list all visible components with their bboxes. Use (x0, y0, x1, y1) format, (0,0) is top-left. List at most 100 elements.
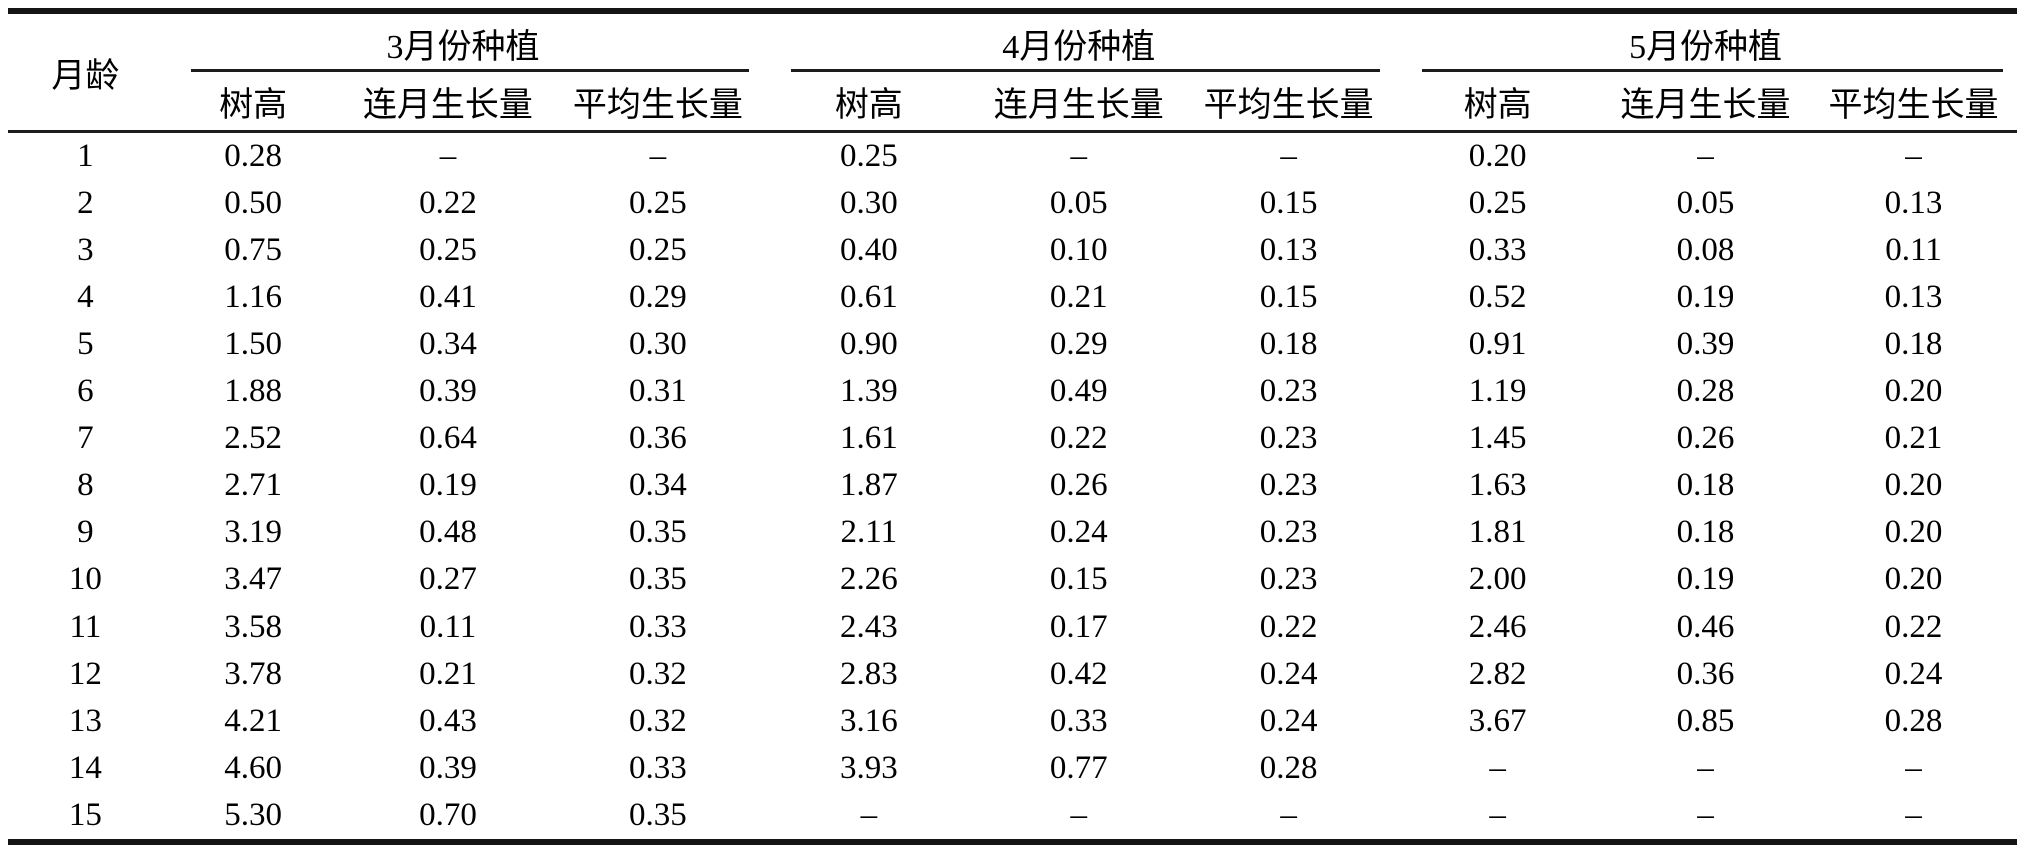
value-cell: 2.43 (839, 608, 898, 645)
value-cell: 0.18 (1884, 326, 1943, 363)
value-cell: 0.36 (1676, 655, 1735, 692)
value-cell: 4.21 (224, 702, 282, 739)
value-cell: – (1489, 749, 1506, 786)
value-cell: 2.46 (1468, 608, 1527, 645)
column-header-average-growth-april: 平均生长量 (1183, 72, 1395, 133)
value-cell: 0.20 (1468, 138, 1527, 175)
value-cell: 0.25 (1468, 185, 1527, 222)
tree-growth-table: 月龄 3月份种植 4月份种植 5月份种植 树高 连月生长量 平均生长量 树高 连… (8, 8, 2017, 846)
value-cell: 0.23 (1259, 467, 1318, 504)
value-cell: 0.70 (343, 791, 553, 846)
table-row: 3 0.75 0.25 0.25 0.40 0.10 0.13 0.33 0.08 0.11 (8, 227, 2017, 274)
table-row: 4 1.16 0.41 0.29 0.61 0.21 0.15 0.52 0.19 0.13 (8, 274, 2017, 321)
month-age-cell: 6 (77, 373, 94, 410)
value-cell: 2.82 (1468, 655, 1527, 692)
value-cell: 0.35 (552, 791, 764, 846)
month-age-cell: 11 (69, 608, 102, 645)
value-cell: 0.91 (1468, 326, 1527, 363)
value-cell: 0.20 (1884, 514, 1943, 551)
value-cell: 3.78 (224, 655, 282, 692)
value-cell: 0.61 (839, 279, 898, 316)
column-header-average-growth-may: 平均生长量 (1809, 72, 2017, 133)
value-cell: 1.45 (1468, 420, 1527, 457)
value-cell: 0.24 (1049, 514, 1108, 551)
value-cell: 0.25 (839, 138, 898, 175)
value-cell: 0.25 (629, 185, 687, 222)
value-cell: 0.20 (1884, 467, 1943, 504)
value-cell: 1.19 (1468, 373, 1527, 410)
value-cell: 0.64 (419, 420, 477, 457)
value-cell: 0.19 (1676, 279, 1735, 316)
column-header-month-age: 月龄 (8, 8, 163, 133)
value-cell: 0.22 (1884, 608, 1943, 645)
table-row: 12 3.78 0.21 0.32 2.83 0.42 0.24 2.82 0.36 0.24 (8, 651, 2017, 698)
value-cell: – (1183, 791, 1395, 846)
value-cell: 0.23 (1259, 514, 1318, 551)
table-row: 14 4.60 0.39 0.33 3.93 0.77 0.28 – – – (8, 745, 2017, 792)
table-row: 2 0.50 0.22 0.25 0.30 0.05 0.15 0.25 0.05 0.13 (8, 180, 2017, 227)
value-cell: 0.21 (419, 655, 477, 692)
table-row: 9 3.19 0.48 0.35 2.11 0.24 0.23 1.81 0.18 0.20 (8, 509, 2017, 556)
value-cell: 1.81 (1468, 514, 1527, 551)
value-cell: 3.19 (224, 514, 282, 551)
month-age-cell: 1 (77, 138, 94, 175)
column-header-average-growth-march: 平均生长量 (552, 72, 764, 133)
value-cell: 4.60 (224, 749, 282, 786)
column-group-april-planting: 4月份种植 (763, 8, 1395, 75)
value-cell: 1.88 (224, 373, 282, 410)
value-cell: 0.11 (1885, 232, 1942, 269)
value-cell: 0.46 (1676, 608, 1735, 645)
value-cell: 0.34 (419, 326, 477, 363)
value-cell: – (649, 138, 667, 175)
table-row: 5 1.50 0.34 0.30 0.90 0.29 0.18 0.91 0.39 0.18 (8, 321, 2017, 368)
value-cell: 3.93 (839, 749, 898, 786)
value-cell: 0.21 (1884, 420, 1943, 457)
value-cell: 1.61 (839, 420, 898, 457)
value-cell: 0.32 (629, 702, 687, 739)
value-cell: 0.31 (629, 373, 687, 410)
value-cell: 2.00 (1468, 561, 1527, 598)
value-cell: 0.32 (629, 655, 687, 692)
value-cell: 0.18 (1676, 514, 1735, 551)
value-cell: – (1280, 138, 1297, 175)
value-cell: – (1905, 138, 1922, 175)
column-header-tree-height-march: 树高 (162, 72, 344, 133)
value-cell: – (1394, 791, 1602, 846)
value-cell: – (1601, 791, 1810, 846)
value-cell: 0.24 (1884, 655, 1943, 692)
value-cell: 0.26 (1049, 467, 1108, 504)
value-cell: 0.15 (1259, 185, 1318, 222)
value-cell: 0.25 (629, 232, 687, 269)
column-header-monthly-growth-april: 连月生长量 (974, 72, 1184, 133)
value-cell: 1.63 (1468, 467, 1527, 504)
value-cell: 0.90 (839, 326, 898, 363)
value-cell: 0.23 (1259, 420, 1318, 457)
value-cell: 0.39 (419, 373, 477, 410)
value-cell: 0.28 (224, 138, 282, 175)
month-age-cell: 3 (77, 232, 94, 269)
value-cell: 1.39 (839, 373, 898, 410)
sub-header-row: 树高 连月生长量 平均生长量 树高 连月生长量 平均生长量 树高 连月生长量 平… (8, 72, 2017, 133)
value-cell: 0.85 (1676, 702, 1735, 739)
month-age-cell: 12 (68, 655, 102, 692)
value-cell: 2.52 (224, 420, 282, 457)
value-cell: 0.19 (1676, 561, 1735, 598)
column-header-monthly-growth-march: 连月生长量 (343, 72, 553, 133)
table-row: 8 2.71 0.19 0.34 1.87 0.26 0.23 1.63 0.18 0.20 (8, 462, 2017, 509)
value-cell: 0.18 (1676, 467, 1735, 504)
month-age-cell: 7 (77, 420, 94, 457)
value-cell: – (1905, 749, 1922, 786)
value-cell: 0.28 (1259, 749, 1318, 786)
value-cell: 0.28 (1884, 702, 1943, 739)
month-age-cell: 8 (77, 467, 94, 504)
value-cell: 0.34 (629, 467, 687, 504)
value-cell: 0.33 (629, 749, 687, 786)
value-cell: 0.20 (1884, 561, 1943, 598)
month-age-cell: 14 (68, 749, 102, 786)
column-header-tree-height-april: 树高 (763, 72, 975, 133)
value-cell: 0.30 (629, 326, 687, 363)
value-cell: 1.16 (224, 279, 282, 316)
table-row: 10 3.47 0.27 0.35 2.26 0.15 0.23 2.00 0.19 0.20 (8, 556, 2017, 603)
table-row: 7 2.52 0.64 0.36 1.61 0.22 0.23 1.45 0.26 0.21 (8, 415, 2017, 462)
value-cell: 3.67 (1468, 702, 1527, 739)
